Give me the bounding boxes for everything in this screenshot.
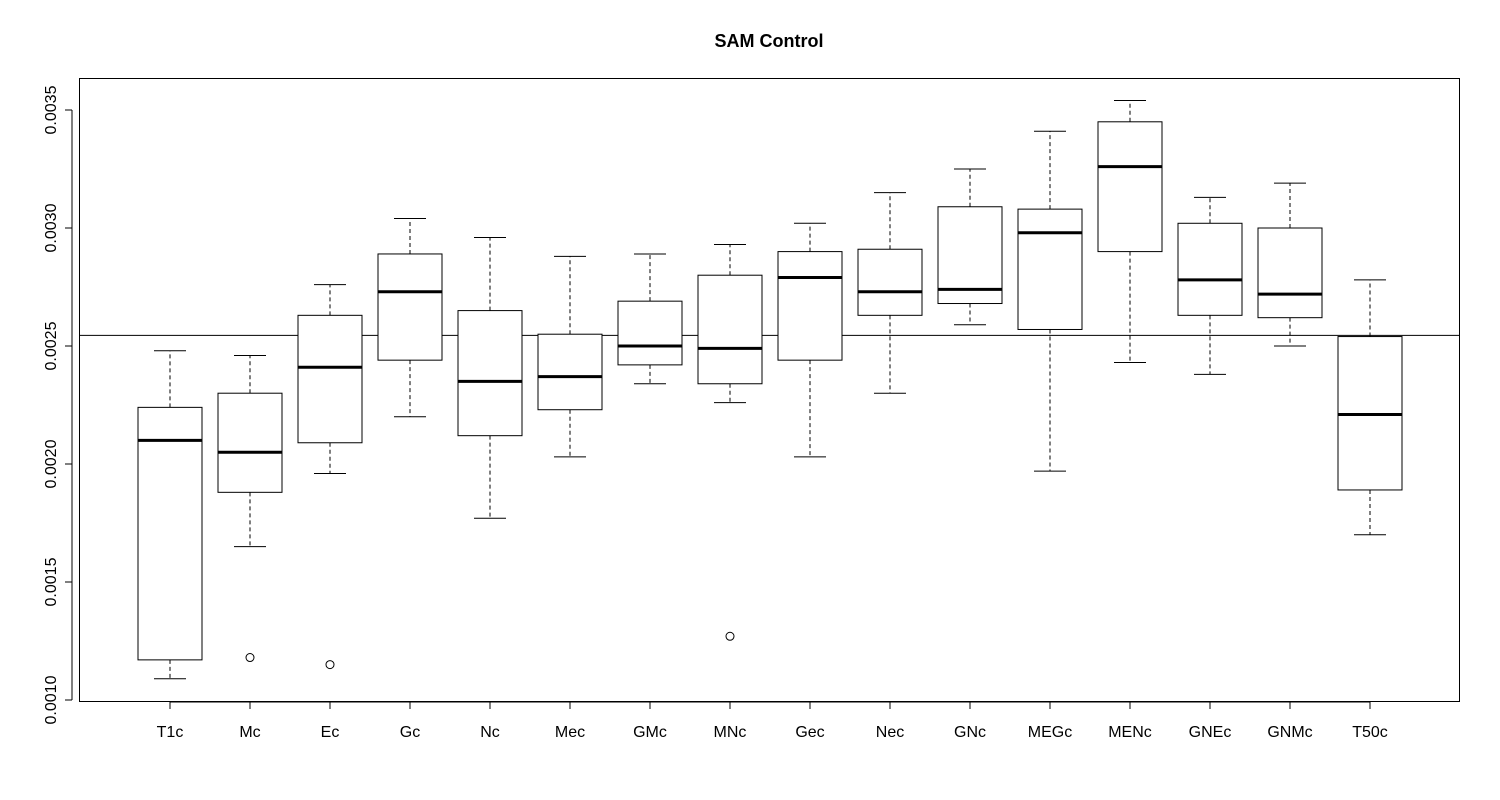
box-Nec [857, 192, 923, 394]
box-rect [617, 300, 683, 366]
x-tick-label: Gc [400, 724, 420, 741]
box-rect [537, 333, 603, 411]
box-Gec [777, 222, 843, 458]
x-tick-label: Nc [480, 724, 500, 741]
box-GNEc [1177, 196, 1243, 375]
box-rect [1177, 222, 1243, 316]
box-Mec [537, 255, 603, 458]
y-axis: 0.0010 0.0015 0.0020 0.0025 0.0030 0.0035 [43, 85, 73, 724]
outlier-point [325, 660, 335, 670]
x-tick-label: GNMc [1267, 724, 1312, 741]
x-tick-label: Ec [321, 724, 340, 741]
box-Gc [377, 218, 443, 418]
y-tick-label: 0.0020 [43, 439, 60, 488]
box-Ec [297, 284, 363, 670]
x-tick-label: GNc [954, 724, 986, 741]
x-tick-label: MENc [1108, 724, 1152, 741]
box-rect [1017, 208, 1083, 330]
box-rect [297, 314, 363, 444]
box-rect [937, 206, 1003, 305]
box-rect [377, 253, 443, 361]
box-rect [457, 310, 523, 437]
x-tick-label: T1c [157, 724, 184, 741]
x-tick-label: MNc [714, 724, 747, 741]
box-rect [217, 392, 283, 493]
box-MENc [1097, 100, 1163, 364]
box-GNMc [1257, 182, 1323, 347]
box-rect [857, 248, 923, 316]
outlier-point [725, 631, 735, 641]
x-tick-label: Nec [876, 724, 904, 741]
plot-frame [79, 78, 1460, 702]
box-MEGc [1017, 130, 1083, 472]
box-T1c [137, 350, 203, 680]
box-Mc [217, 354, 283, 663]
box-T50c [1337, 279, 1403, 536]
x-tick-label: Mc [239, 724, 260, 741]
box-rect [777, 251, 843, 361]
x-tick-label: Gec [795, 724, 824, 741]
y-tick-label: 0.0010 [43, 675, 60, 724]
x-tick-label: T50c [1352, 724, 1388, 741]
x-tick-label: GNEc [1189, 724, 1232, 741]
box-GMc [617, 253, 683, 385]
x-axis: T1c Mc Ec Gc Nc Mec GMc MNc Gec Nec GNc MEGc MENc GNE… [157, 701, 1388, 741]
chart-title: SAM Control [715, 31, 824, 51]
box-rect [697, 274, 763, 385]
x-tick-label: Mec [555, 724, 585, 741]
box-rect [137, 406, 203, 661]
box-rect [1257, 227, 1323, 319]
boxes [137, 100, 1403, 680]
y-tick-label: 0.0025 [43, 321, 60, 370]
x-tick-label: MEGc [1028, 724, 1072, 741]
y-tick-label: 0.0030 [43, 203, 60, 252]
outlier-point [245, 653, 255, 663]
x-tick-label: GMc [633, 724, 667, 741]
y-tick-label: 0.0015 [43, 557, 60, 606]
y-tick-label: 0.0035 [43, 85, 60, 134]
box-rect [1097, 121, 1163, 253]
box-MNc [697, 244, 763, 641]
box-Nc [457, 236, 523, 519]
box-GNc [937, 168, 1003, 326]
